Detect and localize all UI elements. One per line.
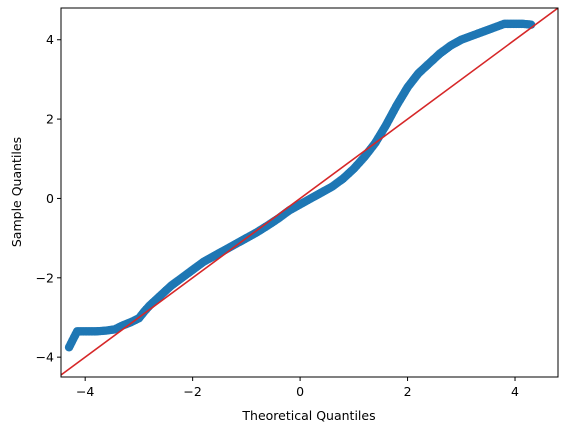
y-tick-label: −2 (36, 270, 54, 285)
x-axis-title: Theoretical Quantiles (241, 408, 375, 423)
x-tick-label: 2 (404, 384, 412, 399)
y-tick-label: 0 (46, 191, 54, 206)
reference-line (61, 8, 558, 376)
y-axis: −4 −2 0 2 4 (36, 32, 61, 365)
plot-frame (60, 7, 559, 378)
x-tick-label: −4 (76, 384, 94, 399)
y-tick-label: 2 (46, 112, 54, 127)
y-tick-label: 4 (46, 32, 54, 47)
x-tick-label: 4 (511, 384, 519, 399)
x-tick-label: 0 (296, 384, 304, 399)
y-axis-title: Sample Quantiles (9, 137, 24, 247)
x-tick-label: −2 (183, 384, 201, 399)
y-tick-label: −4 (36, 350, 54, 365)
scatter-points (64, 19, 536, 352)
x-axis: −4 −2 0 2 4 (76, 377, 519, 399)
